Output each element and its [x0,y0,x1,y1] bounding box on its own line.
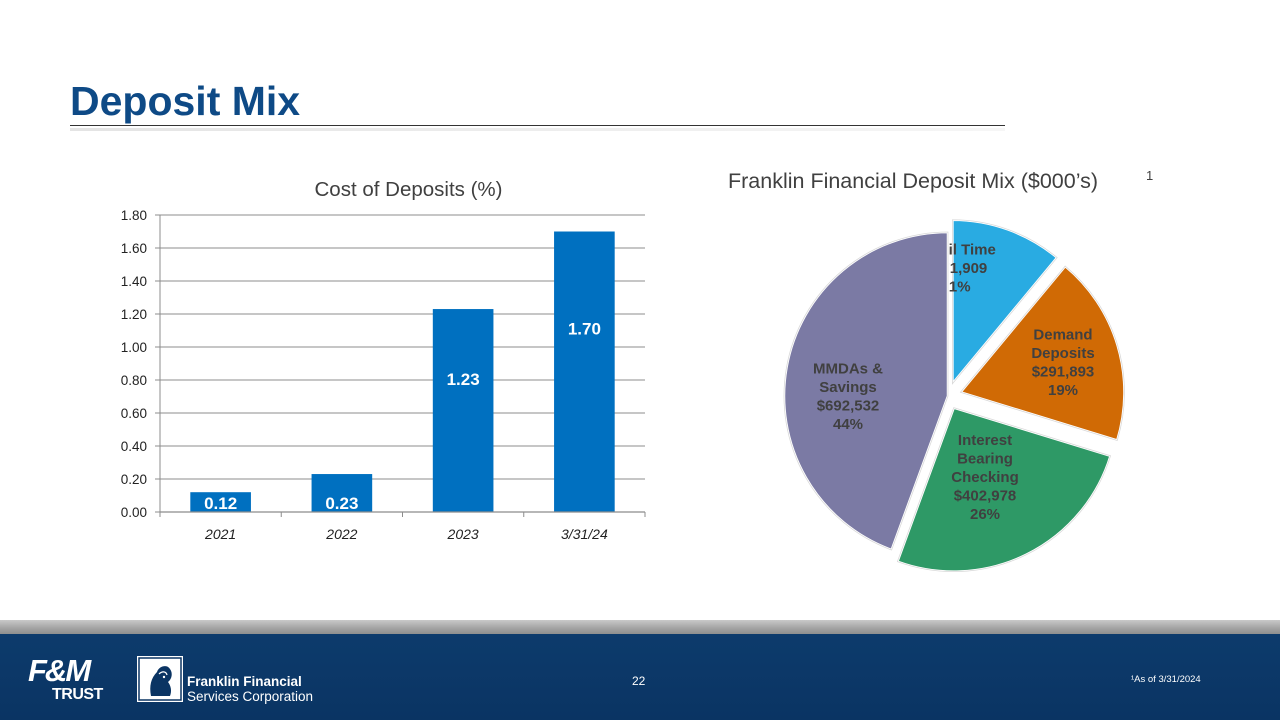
pie-label-line: Savings [819,379,877,396]
pie-slice-outline [959,265,1125,441]
pie-label-line: Interest [958,432,1012,449]
pie-slice-label: MMDAs & Savings $692,532 44% [813,360,883,433]
pie-label-line: $291,893 [1032,363,1095,380]
x-tick-label: 2021 [204,526,236,542]
bar-2022 [311,474,373,512]
company-name-line2: Services Corporation [187,689,314,704]
fm-trust-logo: F&M TRUST [28,653,110,706]
y-tick-label: 1.80 [121,208,147,223]
x-tick-label: 3/31/24 [561,526,608,542]
pie-label-line: $402,978 [954,488,1017,505]
y-tick-label: 0.40 [121,439,147,454]
franklin-seal-icon [137,656,183,702]
pie-label-line: Demand [1033,326,1092,343]
bar-2021 [190,492,251,512]
bar-value-label: 0.12 [204,494,237,513]
bar-chart-title: Cost of Deposits (%) [315,178,503,201]
fm-logo-bottom: TRUST [52,686,103,703]
y-tick-label: 1.00 [121,340,147,355]
pie-slice-outline [952,219,1058,385]
pie-label-line: MMDAs & [813,360,883,377]
pie-slice-label: Interest Bearing Checking $402,978 26% [951,432,1019,523]
y-tick-label: 0.00 [121,505,147,520]
y-tick-label: 1.20 [121,307,147,322]
x-tick-label: 2022 [325,526,357,542]
title-divider [70,125,1005,126]
bar-value-label: 1.70 [568,320,601,339]
company-name: Franklin Financial Services Corporation [187,674,313,704]
y-tick-label: 0.20 [121,472,147,487]
bar-value-label: 1.23 [447,370,480,389]
pie-slice-label: Demand Deposits $291,893 19% [1031,326,1094,399]
pie-slice-outline [896,407,1112,572]
pie-title-superscript: 1 [1146,168,1153,183]
pie-label-line: 44% [833,416,863,433]
bar-2023 [432,309,494,512]
footer: F&M TRUST Franklin Financial Services Co… [0,634,1280,720]
bar-3-31-24 [554,231,615,512]
company-name-line1: Franklin Financial [187,674,302,689]
title-divider-shadow [70,128,1005,131]
page-number: 22 [632,674,646,688]
bar-value-label: 0.23 [325,494,358,513]
pie-label-line: 26% [970,506,1000,523]
pie-label-line: 19% [1048,382,1078,399]
pie-label-line: Checking [951,469,1019,486]
x-tick-label: 2023 [447,526,479,542]
fm-logo-top: F&M [28,653,91,688]
footnote: ¹As of 3/31/2024 [1131,674,1201,685]
pie-label-line: Deposits [1031,345,1094,362]
y-tick-label: 0.60 [121,406,147,421]
pie-label-line: Bearing [957,451,1013,468]
slide-title: Deposit Mix [70,78,301,124]
y-tick-label: 1.60 [121,241,147,256]
pie-chart-title: Franklin Financial Deposit Mix ($000’s) [728,169,1098,193]
footer-band [0,620,1280,634]
y-tick-label: 0.80 [121,373,147,388]
pie-label-line: $692,532 [817,397,880,414]
y-tick-label: 1.40 [121,274,147,289]
pie-slice-outline [783,231,949,551]
